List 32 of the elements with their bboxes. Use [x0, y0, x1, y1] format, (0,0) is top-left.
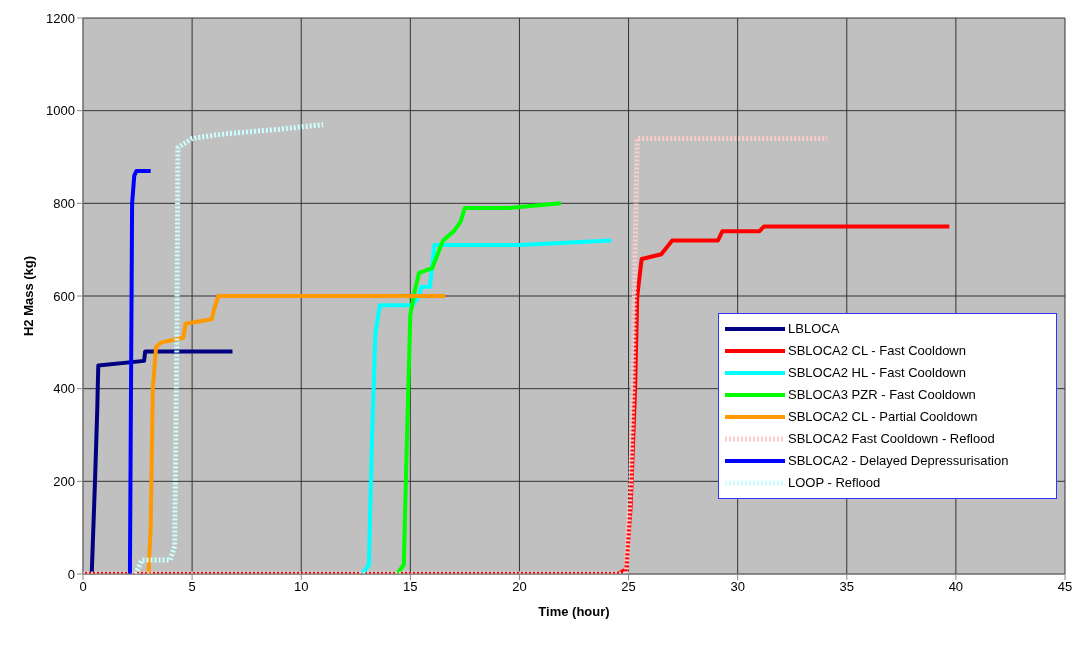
x-tick-label: 0	[79, 579, 87, 595]
x-tick-label: 40	[948, 579, 964, 595]
x-tick-label: 30	[730, 579, 745, 595]
y-tick-label: 400	[53, 381, 75, 397]
y-tick-label: 1000	[46, 103, 75, 119]
line-series	[146, 294, 448, 574]
x-tick-label: 25	[621, 579, 636, 595]
legend-label: SBLOCA3 PZR - Fast Cooldown	[788, 386, 976, 404]
legend-label: SBLOCA2 CL - Partial Cooldown	[788, 408, 978, 426]
x-tick-label: 10	[293, 579, 309, 595]
legend-label: LOOP - Reflood	[788, 474, 881, 492]
line-series	[395, 201, 563, 574]
x-tick-label: 15	[403, 579, 418, 595]
x-tick-label: 45	[1057, 579, 1073, 595]
y-tick-label: 1200	[46, 10, 75, 26]
y-tick-label: 200	[53, 473, 75, 489]
legend-label: SBLOCA2 HL - Fast Cooldown	[788, 364, 966, 382]
legend-label: SBLOCA2 CL - Fast Cooldown	[788, 342, 966, 360]
x-tick-label: 20	[512, 579, 527, 595]
line-series	[89, 349, 235, 574]
x-tick-label: 5	[188, 579, 196, 595]
x-axis-title: Time (hour)	[538, 604, 610, 619]
legend-label: LBLOCA	[788, 320, 840, 338]
legend-label: SBLOCA2 Fast Cooldown - Reflood	[788, 430, 995, 448]
y-tick-label: 600	[53, 288, 75, 304]
legend-label: SBLOCA2 - Delayed Depressurisation	[788, 452, 1009, 470]
x-tick-label: 35	[839, 579, 855, 595]
line-series	[127, 168, 153, 574]
line-series	[360, 238, 614, 574]
y-tick-label: 0	[67, 566, 75, 582]
y-axis-title: H2 Mass (kg)	[20, 255, 36, 337]
y-tick-label: 800	[53, 195, 75, 211]
